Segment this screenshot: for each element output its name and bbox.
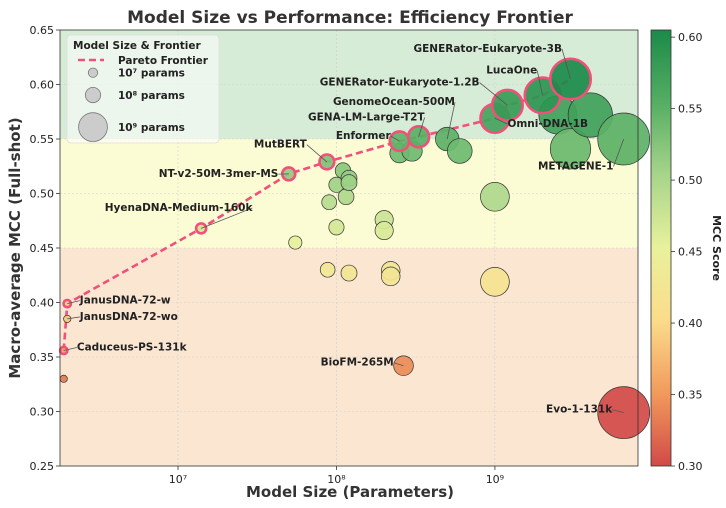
annotation-label: Omni-DNA-1B [507, 118, 588, 130]
colorbar-tick-label: 0.35 [678, 389, 703, 402]
annotation-label: GENA-LM-Large-T2T [308, 111, 425, 123]
colorbar-tick-label: 0.60 [678, 31, 703, 44]
data-point [319, 262, 336, 278]
colorbar-tick-label: 0.40 [678, 317, 703, 330]
y-tick-label: 0.50 [30, 188, 55, 201]
x-axis-label: Model Size (Parameters) [246, 483, 454, 501]
chart-title: Model Size vs Performance: Efficiency Fr… [127, 8, 573, 28]
x-tick-label: 10⁸ [327, 473, 346, 486]
annotation-leader [67, 316, 80, 320]
y-tick-label: 0.25 [30, 460, 55, 473]
x-tick-label: 10⁹ [486, 473, 504, 486]
annotation-leader [393, 362, 404, 367]
annotation-label: BioFM-265M [321, 357, 394, 369]
legend-entry: Pareto Frontier [118, 55, 209, 67]
y-tick-label: 0.30 [30, 406, 55, 419]
legend-size-swatch [78, 112, 108, 142]
annotation-leader [612, 409, 624, 413]
legend-entry: 10⁸ params [118, 90, 185, 102]
colorbar-tick-label: 0.55 [678, 103, 703, 116]
y-axis-label: Macro-average MCC (Full-shot) [6, 117, 24, 378]
legend-size-swatch [87, 67, 99, 78]
data-point [597, 386, 651, 439]
y-tick-label: 0.60 [30, 79, 55, 92]
annotation-label: Caduceus-PS-131k [77, 341, 188, 353]
data-point [59, 374, 68, 383]
annotation-leader [561, 48, 571, 80]
data-point [321, 194, 338, 211]
annotation-leader [67, 300, 80, 304]
data-point [446, 138, 473, 164]
legend-entry: 10⁹ params [118, 122, 185, 134]
annotation-leader [63, 347, 77, 351]
colorbar-tick-label: 0.50 [678, 174, 703, 187]
y-tick-label: 0.65 [30, 24, 55, 37]
data-point [340, 264, 358, 282]
annotation-leader [390, 135, 400, 142]
legend-entry: 10⁷ params [118, 68, 185, 80]
annotation-leader [479, 82, 508, 106]
colorbar-label: MCC Score [710, 215, 723, 281]
annotation-label: MutBERT [254, 139, 308, 151]
colorbar-gradient [650, 29, 672, 467]
annotation-label: GenomeOcean-500M [333, 96, 455, 108]
annotation-leader [536, 70, 543, 96]
annotation-label: METAGENE-1 [538, 161, 614, 173]
annotation-label: LucaOne [486, 65, 537, 77]
annotation-label: Evo-1-131k [546, 404, 613, 416]
annotation-leader [306, 144, 328, 163]
data-point [380, 266, 401, 287]
data-point [374, 221, 394, 241]
annotation-label: NT-v2-50M-3mer-MS [159, 168, 279, 180]
annotation-leader [446, 102, 456, 140]
annotation-label: HyenaDNA-Medium-160k [105, 202, 254, 214]
annotation-leader [494, 117, 508, 125]
annotation-label: GENERator-Eukaryote-1.2B [320, 77, 480, 89]
annotation-leader [201, 207, 253, 229]
annotation-label: JanusDNA-72-wo [79, 311, 178, 323]
annotation-label: GENERator-Eukaryote-3B [414, 43, 562, 55]
data-point [194, 222, 208, 235]
annotation-leader [418, 117, 425, 137]
x-tick-label: 10⁷ [169, 473, 187, 486]
y-tick-label: 0.45 [30, 242, 55, 255]
data-point [337, 188, 355, 206]
data-point [490, 88, 524, 122]
colorbar-tick-label: 0.30 [678, 460, 703, 473]
data-point [288, 235, 303, 250]
legend-box [66, 34, 220, 144]
data-point [480, 181, 510, 212]
data-point [340, 174, 358, 191]
annotation-label: JanusDNA-72-w [79, 295, 171, 307]
legend-size-swatch [84, 86, 102, 104]
colorbar-tick-label: 0.45 [678, 246, 703, 259]
data-point [328, 219, 345, 236]
data-point [480, 267, 510, 297]
y-tick-label: 0.55 [30, 133, 55, 146]
legend-title: Model Size & Frontier [73, 40, 202, 52]
y-tick-label: 0.40 [30, 297, 55, 310]
y-tick-label: 0.35 [30, 351, 55, 364]
data-point [549, 128, 592, 170]
annotation-label: Enformer [336, 130, 392, 142]
annotation-leader [613, 138, 625, 167]
